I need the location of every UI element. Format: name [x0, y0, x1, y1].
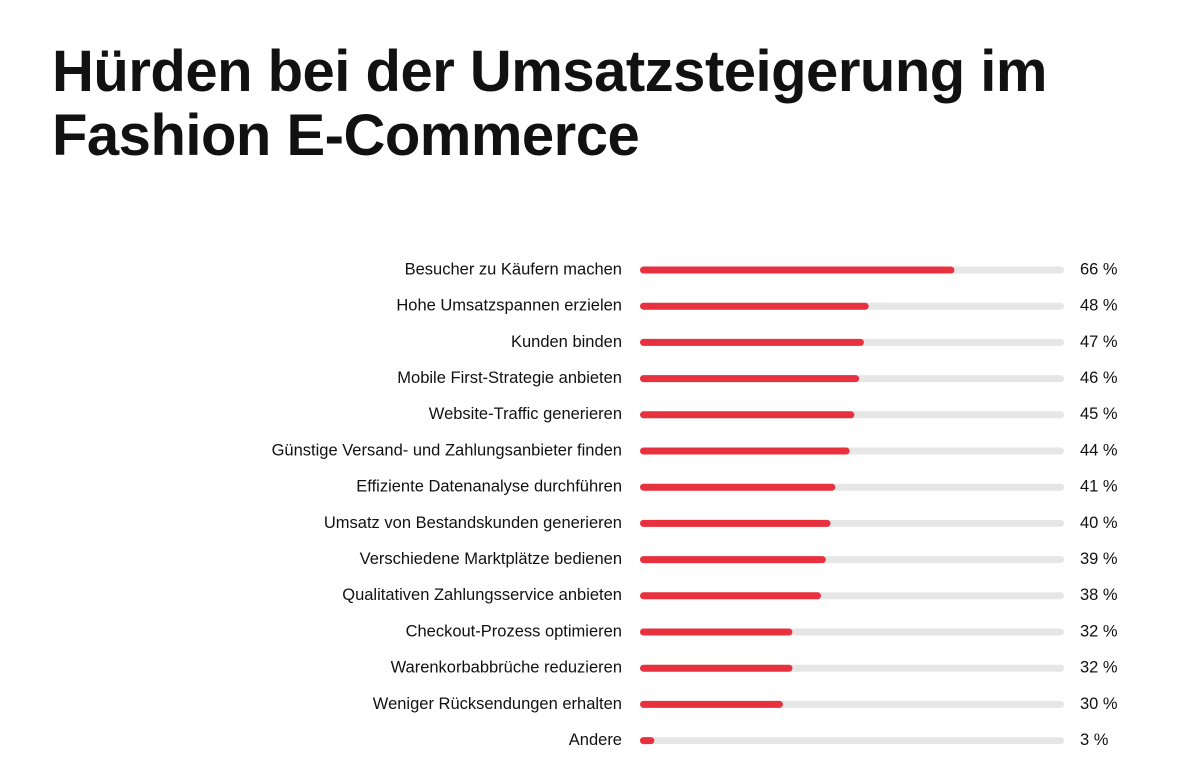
- category-label: Warenkorbabbrüche reduzieren: [391, 659, 622, 677]
- category-label: Qualitativen Zahlungsservice anbieten: [342, 586, 622, 604]
- bar: [640, 519, 831, 527]
- category-label: Hohe Umsatzspannen erzielen: [396, 297, 622, 315]
- value-label: 48 %: [1080, 297, 1118, 315]
- category-label: Effiziente Datenanalyse durchführen: [356, 478, 622, 496]
- category-label: Besucher zu Käufern machen: [405, 260, 622, 278]
- value-label: 40 %: [1080, 514, 1118, 532]
- value-label: 66 %: [1080, 260, 1118, 278]
- category-label: Mobile First-Strategie anbieten: [397, 369, 622, 387]
- bar: [640, 700, 783, 708]
- bar: [640, 556, 826, 564]
- category-label: Checkout-Prozess optimieren: [406, 622, 622, 640]
- value-label: 3 %: [1080, 731, 1109, 749]
- category-label: Andere: [569, 731, 622, 749]
- value-label: 38 %: [1080, 586, 1118, 604]
- value-label: 46 %: [1080, 369, 1118, 387]
- value-label: 47 %: [1080, 333, 1118, 351]
- bar: [640, 375, 860, 383]
- value-label: 32 %: [1080, 622, 1118, 640]
- category-label: Verschiedene Marktplätze bedienen: [360, 550, 622, 568]
- bar: [640, 266, 955, 274]
- bar: [640, 737, 655, 745]
- bar: [640, 592, 822, 600]
- value-label: 39 %: [1080, 550, 1118, 568]
- bar: [640, 338, 864, 346]
- value-label: 45 %: [1080, 405, 1118, 423]
- bar-track: [640, 737, 1064, 745]
- bar: [640, 628, 793, 636]
- bar: [640, 664, 793, 672]
- bar: [640, 411, 855, 419]
- value-label: 41 %: [1080, 478, 1118, 496]
- bar: [640, 302, 869, 310]
- category-label: Website-Traffic generieren: [429, 405, 622, 423]
- value-label: 44 %: [1080, 441, 1118, 459]
- category-label: Günstige Versand- und Zahlungsanbieter f…: [272, 441, 622, 459]
- chart-title: Hürden bei der Umsatzsteigerung im Fashi…: [52, 39, 1047, 168]
- category-label: Weniger Rücksendungen erhalten: [373, 695, 622, 713]
- bar: [640, 483, 836, 491]
- value-label: 32 %: [1080, 659, 1118, 677]
- value-label: 30 %: [1080, 695, 1118, 713]
- category-label: Kunden binden: [511, 333, 622, 351]
- bar: [640, 447, 850, 455]
- category-label: Umsatz von Bestandskunden generieren: [324, 514, 622, 532]
